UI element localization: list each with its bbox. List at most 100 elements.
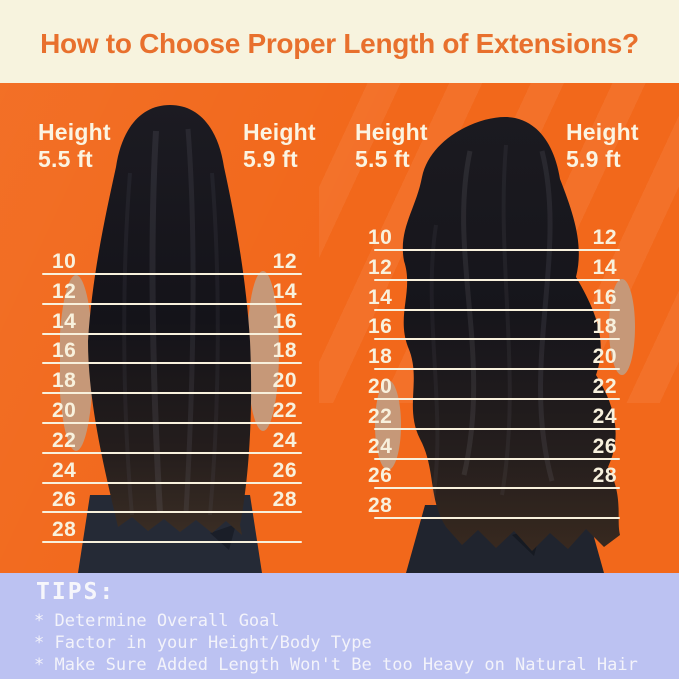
length-label-left: 22 [368,404,393,428]
length-line [374,368,620,371]
length-label-left: 12 [52,279,77,303]
length-line [374,517,620,520]
page-title: How to Choose Proper Length of Extension… [40,27,639,59]
length-label-right: 14 [592,255,617,279]
height-label-wavy-59: Height 5.9 ft [566,119,639,173]
length-label-right: 20 [592,345,617,369]
length-label-left: 16 [52,339,77,363]
length-label-left: 16 [368,315,393,339]
length-line [42,481,302,484]
hair-shine [183,128,196,514]
length-label-left: 10 [52,250,77,273]
tips-heading: TIPS: [36,579,116,605]
length-label-left: 24 [52,458,77,482]
length-line [374,338,620,341]
length-row: 28 [42,515,302,544]
length-row: 18 20 [368,342,620,371]
length-row: 26 28 [42,485,302,514]
length-line [42,302,302,305]
height-label-straight-59: Height 5.9 ft [243,119,316,173]
length-label-left: 20 [368,375,393,398]
length-line [374,308,620,311]
height-word: Height [355,119,428,145]
length-scale-straight: 10 12 12 14 14 16 16 18 18 20 20 22 [42,247,302,547]
length-label-right: 24 [272,428,297,452]
left-arm-skin [375,380,401,470]
length-row: 24 26 [42,456,302,484]
tips-section: TIPS: * Determine Overall Goal * Factor … [0,573,679,679]
length-label-right: 12 [272,250,297,273]
length-label-right: 16 [592,285,617,309]
length-line [42,332,302,335]
length-row: 22 24 [42,426,302,454]
length-scale-wavy: 10 12 12 14 14 16 16 18 18 20 20 22 [368,223,620,523]
jeans-pocket-tag [210,524,236,550]
hair-shine [149,130,163,514]
length-line [374,457,620,460]
length-row: 22 24 [368,402,620,430]
height-label-wavy-55: Height 5.5 ft [355,119,428,173]
length-line [42,451,302,454]
length-row: 16 18 [368,312,620,341]
height-word: Height [38,119,111,145]
wavy-hair-silhouette [402,117,620,551]
length-label-right: 18 [272,339,297,363]
tip-item: * Make Sure Added Length Won't Be too He… [34,655,638,675]
length-label-left: 24 [368,434,393,458]
length-label-right: 14 [272,279,297,303]
length-line [374,398,620,400]
height-value: 5.5 ft [355,146,410,172]
straight-hair-silhouette [88,105,252,535]
length-label-left: 28 [368,494,393,518]
hair-shine [122,172,134,516]
length-line [374,249,620,251]
length-label-left: 10 [368,226,393,249]
length-row: 26 28 [368,461,620,490]
length-row: 28 [368,491,620,520]
length-label-right: 22 [592,375,617,398]
straight-hair-figure [60,105,279,573]
wavy-hair-figure [375,117,635,573]
length-line [42,362,302,365]
length-row: 14 16 [368,283,620,311]
length-label-left: 22 [52,428,77,452]
height-label-straight-55: Height 5.5 ft [38,119,111,173]
length-row: 20 22 [368,372,620,400]
length-line [42,392,302,395]
length-label-left: 14 [52,309,77,333]
length-label-left: 28 [52,518,77,542]
height-value: 5.5 ft [38,146,93,172]
length-label-right: 22 [272,399,297,422]
length-label-right: 28 [592,464,617,488]
length-label-left: 12 [368,255,393,279]
length-label-right: 26 [272,458,297,482]
length-row: 24 26 [368,432,620,460]
length-row: 10 12 [368,223,620,251]
length-label-left: 14 [368,285,393,309]
length-label-left: 26 [368,464,393,488]
length-label-right: 16 [272,309,297,333]
tip-item: * Factor in your Height/Body Type [34,633,372,653]
length-row: 12 14 [368,253,620,281]
length-label-left: 20 [52,399,77,422]
hair-shine [429,224,440,506]
length-label-right: 28 [272,488,297,512]
height-value: 5.9 ft [566,146,621,172]
length-row: 10 12 [42,247,302,275]
right-arm-skin [247,271,279,431]
length-label-left: 18 [368,345,393,369]
length-label-right: 20 [272,369,297,393]
height-word: Height [566,119,639,145]
length-line [374,427,620,430]
length-line [374,487,620,490]
length-label-right: 12 [592,226,617,249]
length-label-right: 26 [592,434,617,458]
hair-shine [538,150,555,482]
hair-shine [500,144,512,496]
title-bar: How to Choose Proper Length of Extension… [0,0,679,83]
hair-shine [208,172,220,516]
length-row: 20 22 [42,396,302,424]
length-line [374,278,620,281]
length-row: 14 16 [42,307,302,335]
